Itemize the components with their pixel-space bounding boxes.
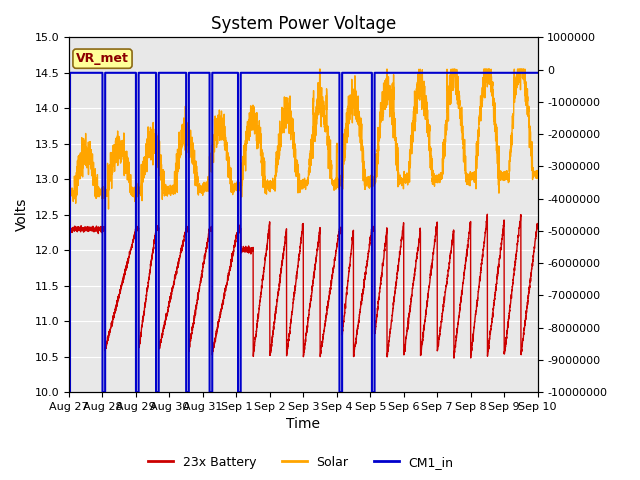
- CM1_in: [335, 70, 343, 76]
- CM1_in: [135, 389, 143, 395]
- CM1_in: [209, 389, 216, 395]
- Solar: [520, 77, 527, 83]
- Solar: [105, 206, 113, 212]
- Line: Solar: Solar: [69, 69, 538, 209]
- Solar: [406, 150, 413, 156]
- CM1_in: [534, 70, 541, 76]
- CM1_in: [335, 389, 343, 395]
- Solar: [496, 169, 504, 175]
- 23x Battery: [534, 226, 541, 231]
- Solar: [65, 185, 73, 191]
- CM1_in: [339, 70, 346, 76]
- CM1_in: [99, 389, 106, 395]
- CM1_in: [66, 70, 74, 76]
- CM1_in: [65, 389, 73, 395]
- CM1_in: [237, 389, 244, 395]
- CM1_in: [205, 70, 213, 76]
- X-axis label: Time: Time: [286, 418, 320, 432]
- 23x Battery: [288, 312, 296, 317]
- CM1_in: [182, 389, 190, 395]
- CM1_in: [185, 70, 193, 76]
- CM1_in: [339, 389, 346, 395]
- Solar: [316, 66, 323, 72]
- CM1_in: [185, 389, 193, 395]
- CM1_in: [155, 70, 163, 76]
- Solar: [266, 186, 273, 192]
- Y-axis label: Volts: Volts: [15, 198, 29, 231]
- CM1_in: [152, 389, 160, 395]
- CM1_in: [152, 70, 160, 76]
- 23x Battery: [266, 219, 273, 225]
- CM1_in: [132, 389, 140, 395]
- CM1_in: [135, 70, 143, 76]
- Line: CM1_in: CM1_in: [69, 73, 538, 392]
- CM1_in: [371, 70, 378, 76]
- Line: 23x Battery: 23x Battery: [69, 214, 538, 358]
- CM1_in: [368, 70, 376, 76]
- 23x Battery: [496, 255, 504, 261]
- CM1_in: [209, 70, 216, 76]
- Solar: [534, 171, 541, 177]
- Solar: [262, 186, 270, 192]
- 23x Battery: [483, 211, 491, 217]
- Title: System Power Voltage: System Power Voltage: [211, 15, 396, 33]
- 23x Battery: [520, 334, 527, 340]
- CM1_in: [234, 70, 242, 76]
- CM1_in: [237, 70, 244, 76]
- 23x Battery: [406, 312, 413, 318]
- 23x Battery: [450, 355, 458, 361]
- CM1_in: [234, 389, 242, 395]
- CM1_in: [99, 70, 106, 76]
- Text: VR_met: VR_met: [76, 52, 129, 65]
- Solar: [288, 115, 296, 120]
- CM1_in: [132, 70, 140, 76]
- CM1_in: [371, 389, 378, 395]
- CM1_in: [182, 70, 190, 76]
- CM1_in: [155, 389, 163, 395]
- CM1_in: [205, 389, 213, 395]
- CM1_in: [368, 389, 376, 395]
- CM1_in: [101, 70, 109, 76]
- CM1_in: [66, 389, 74, 395]
- CM1_in: [101, 389, 109, 395]
- Legend: 23x Battery, Solar, CM1_in: 23x Battery, Solar, CM1_in: [143, 451, 458, 474]
- 23x Battery: [65, 226, 73, 232]
- 23x Battery: [262, 253, 269, 259]
